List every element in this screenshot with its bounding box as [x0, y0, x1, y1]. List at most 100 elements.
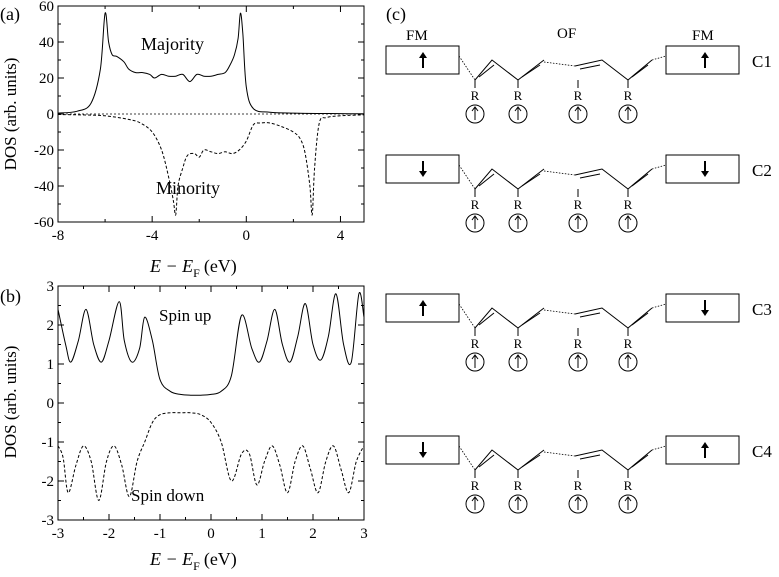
left-electrode — [385, 45, 460, 75]
panel-b-ticks: -3 -2 -1 0 1 2 3 3 2 1 0 -1 -2 -3 — [42, 279, 368, 542]
panel-b-label: (b) — [0, 286, 21, 307]
panel-b: (b) -3 -2 -1 0 1 2 3 3 2 1 0 -1 -2 -3 DOS (arb. units… — [0, 279, 368, 573]
r-spin-arrow-head — [574, 106, 582, 112]
panel-b-xtick-label: 1 — [258, 526, 266, 542]
left-spin-arrow-icon-head — [419, 52, 427, 58]
panel-c-configurations: C1 R R R R C2 R R R R C3 R R R R C4 R R R R — [385, 45, 772, 514]
r-label: R — [624, 336, 633, 351]
panel-b-ytick-label: -1 — [42, 435, 55, 451]
panel-a-ytick-label: 20 — [39, 71, 54, 87]
r-label: R — [624, 478, 633, 493]
double-bond — [631, 454, 649, 468]
double-bond — [631, 64, 649, 78]
r-spin-circle — [508, 104, 528, 124]
r-spin-circle — [618, 494, 638, 514]
panel-b-series-spin-down — [57, 412, 365, 502]
r-group: R — [568, 328, 588, 372]
right-link — [651, 303, 667, 309]
panel-c-fm-left: FM — [406, 28, 428, 44]
r-group: R — [568, 470, 588, 514]
config-label: C4 — [752, 442, 772, 461]
backbone-unit-1 — [474, 168, 545, 190]
panel-b-xlabel-unit: (eV) — [204, 549, 237, 570]
left-electrode — [385, 293, 460, 323]
panel-a-annotation-minority: Minority — [156, 178, 220, 198]
backbone-unit-2 — [574, 168, 653, 190]
panel-b-series — [57, 291, 365, 502]
left-link — [458, 445, 476, 471]
panel-a-xlabel-sub: F — [193, 266, 200, 280]
r-label: R — [471, 197, 480, 212]
right-electrode — [665, 154, 740, 184]
left-electrode — [385, 435, 460, 465]
double-bond — [478, 173, 495, 187]
r-spin-arrow-head — [574, 215, 582, 221]
r-spin-arrow-head — [624, 496, 632, 502]
panel-a-ytick-label: -20 — [34, 143, 54, 159]
double-bond — [521, 173, 541, 187]
panel-b-ylabel: DOS (arb. units) — [1, 346, 20, 459]
r-spin-circle — [508, 352, 528, 372]
panel-a-series-minority — [57, 114, 365, 216]
left-link — [458, 164, 476, 190]
double-bond — [579, 312, 601, 318]
middle-link — [543, 61, 576, 67]
r-group: R — [508, 189, 528, 233]
r-group: R — [568, 189, 588, 233]
panel-b-annotation-spin-up: Spin up — [159, 306, 211, 325]
r-spin-arrow-head — [514, 106, 522, 112]
panel-b-series-spin-up — [57, 291, 365, 396]
config-label: C1 — [752, 52, 772, 71]
r-group: R — [465, 328, 485, 372]
config-c4: C4 R R R R — [385, 435, 772, 514]
panel-b-xtick-label: -3 — [52, 526, 65, 542]
r-group: R — [508, 470, 528, 514]
panel-c-label: (c) — [386, 4, 406, 25]
left-electrode — [385, 154, 460, 184]
left-link — [458, 303, 476, 329]
r-label: R — [471, 478, 480, 493]
panel-a-ylabel: DOS (arb. units) — [1, 58, 20, 171]
panel-a-series — [57, 12, 365, 216]
r-label: R — [624, 197, 633, 212]
r-label: R — [514, 336, 523, 351]
config-c2: C2 R R R R — [385, 154, 772, 233]
panel-a-ytick-label: -40 — [34, 179, 54, 195]
double-bond — [478, 454, 495, 468]
panel-c-of-label: OF — [557, 26, 576, 42]
right-spin-arrow-icon-head — [701, 171, 709, 177]
panel-a-ytick-label: -60 — [34, 215, 54, 231]
r-spin-circle — [465, 213, 485, 233]
r-group: R — [618, 470, 638, 514]
double-bond — [478, 312, 495, 326]
panel-b-xlabel: E − EF (eV) — [149, 549, 237, 573]
r-spin-circle — [465, 494, 485, 514]
panel-a-series-majority — [57, 12, 365, 115]
panel-b-ytick-label: 3 — [47, 279, 55, 295]
middle-link — [543, 170, 576, 176]
backbone-unit-2 — [574, 59, 653, 81]
panel-c-fm-right: FM — [692, 28, 714, 44]
r-group: R — [568, 80, 588, 124]
backbone-unit-1 — [474, 449, 545, 471]
panel-b-xtick-label: 0 — [207, 526, 215, 542]
panel-a-ytick-label: 40 — [39, 35, 54, 51]
panel-b-ytick-label: -3 — [42, 513, 55, 529]
panel-b-ytick-label: -2 — [42, 474, 55, 490]
r-label: R — [574, 478, 583, 493]
panel-b-ytick-label: 1 — [47, 357, 55, 373]
r-label: R — [471, 88, 480, 103]
r-spin-circle — [568, 104, 588, 124]
left-link — [458, 55, 476, 81]
r-label: R — [574, 88, 583, 103]
backbone-unit-2 — [574, 307, 653, 329]
r-group: R — [508, 328, 528, 372]
panel-b-xlabel-e: E − E — [149, 549, 193, 569]
config-c3: C3 R R R R — [385, 293, 772, 372]
right-electrode — [665, 435, 740, 465]
panel-b-xtick-label: -1 — [154, 526, 167, 542]
config-c1: C1 R R R R — [385, 45, 772, 124]
right-link — [651, 55, 667, 61]
panel-b-annotation-spin-down: Spin down — [131, 486, 205, 505]
